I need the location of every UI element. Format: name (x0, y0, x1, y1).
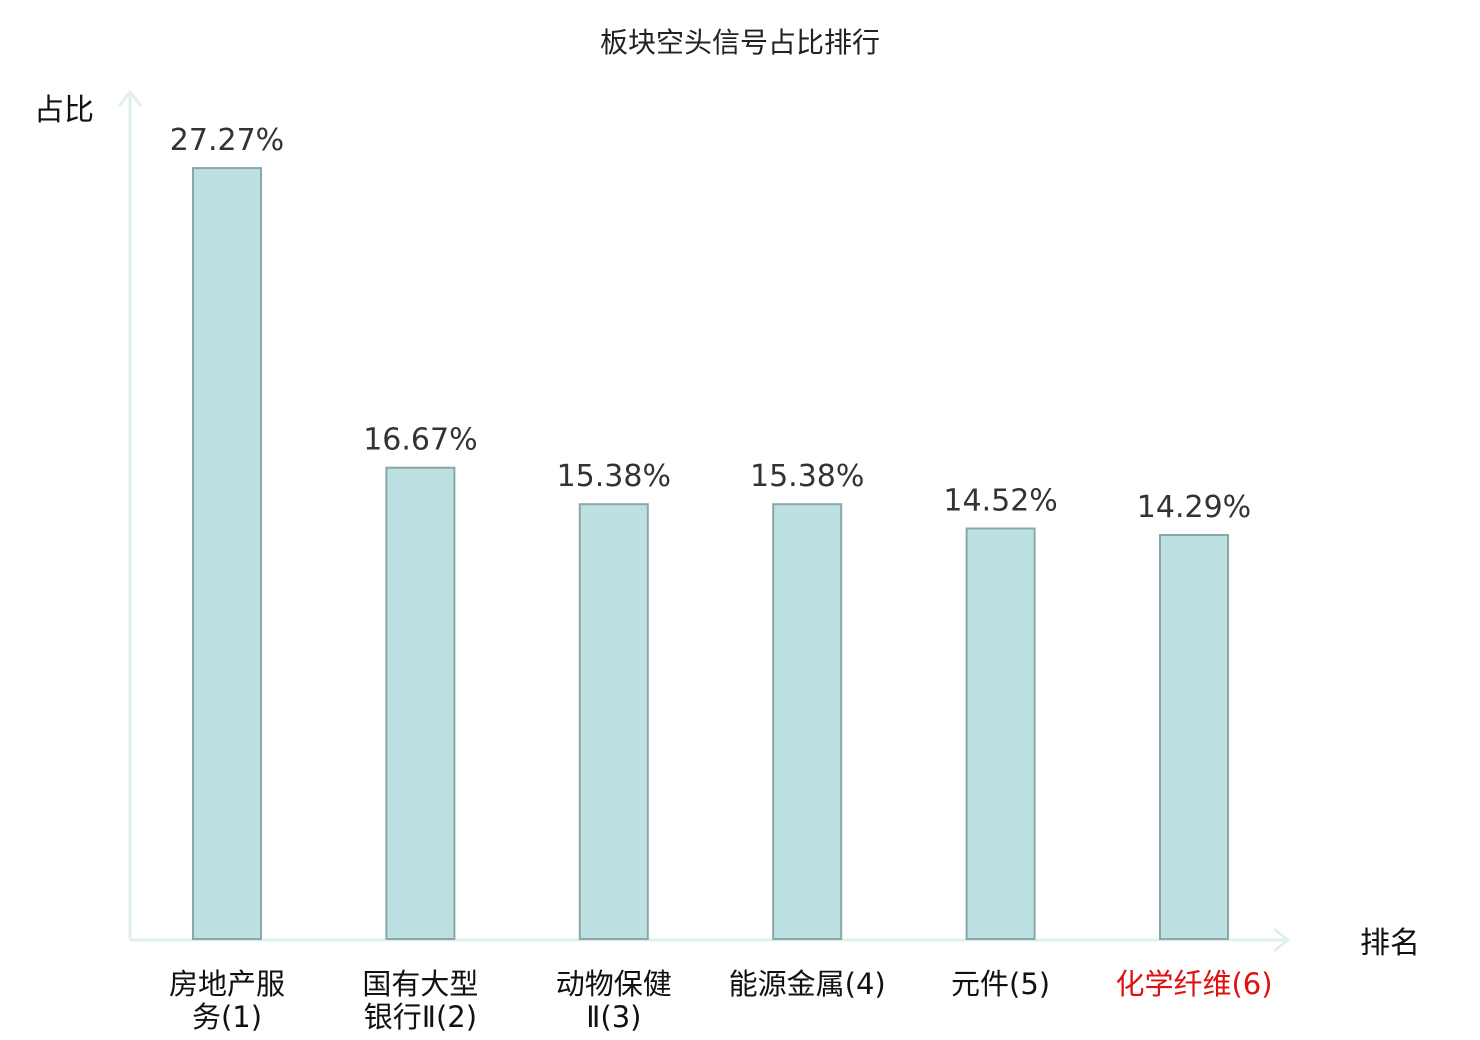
category-label-1-line-1: 房地产服 (169, 967, 285, 1001)
category-label-4-line-1: 能源金属(4) (729, 967, 886, 1001)
bar-5 (965, 527, 1036, 940)
value-label-4: 15.38% (750, 459, 864, 494)
bar-1 (192, 167, 262, 941)
category-label-2-line-2: 银行Ⅱ(2) (364, 1000, 477, 1034)
value-label-1: 27.27% (170, 123, 284, 158)
category-label-6-line-1: 化学纤维(6) (1115, 967, 1272, 1001)
value-label-2: 16.67% (363, 423, 477, 458)
chart-title: 板块空头信号占比排行 (600, 26, 880, 59)
value-label-5: 14.52% (943, 484, 1057, 519)
value-label-6: 14.29% (1137, 490, 1251, 525)
category-label-3-line-1: 动物保健 (556, 967, 672, 1001)
y-axis-label: 占比 (34, 93, 94, 128)
bar-4 (772, 503, 843, 940)
axes (117, 89, 1291, 953)
value-labels: 27.27% 16.67% 15.38% 15.38% 14.52% 14.29% (170, 123, 1251, 525)
y-axis-arrow (117, 89, 143, 107)
x-axis-arrow (1273, 927, 1291, 953)
value-label-3: 15.38% (557, 459, 671, 494)
bar-6 (1159, 534, 1229, 940)
bar-2 (385, 466, 456, 940)
category-label-1-line-2: 务(1) (192, 1000, 262, 1034)
category-label-5-line-1: 元件(5) (951, 967, 1050, 1001)
bars (192, 167, 1229, 941)
bar-3 (578, 503, 649, 940)
x-axis-label: 排名 (1360, 926, 1420, 961)
category-label-3-line-2: Ⅱ(3) (586, 1000, 641, 1034)
category-label-2-line-1: 国有大型 (362, 967, 478, 1001)
